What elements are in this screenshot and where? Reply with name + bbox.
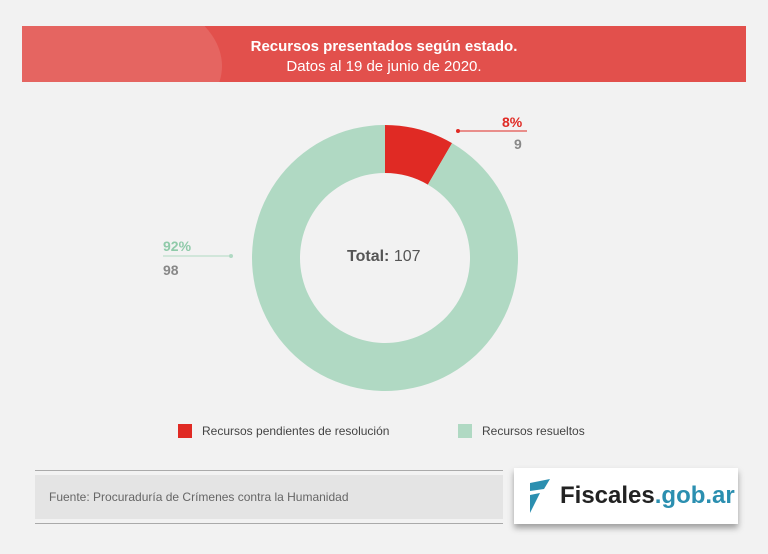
banner-decoration (22, 26, 222, 82)
title-banner: Recursos presentados según estado. Datos… (22, 26, 746, 82)
leader-dot (229, 254, 233, 258)
donut-chart (163, 125, 527, 391)
source-text: Fuente: Procuraduría de Crímenes contra … (35, 475, 503, 519)
logo-suffix: .gob.ar (654, 482, 735, 509)
slice-count-resolved: 98 (163, 262, 179, 278)
legend-swatch (178, 424, 192, 438)
legend-item-pending: Recursos pendientes de resolución (178, 424, 389, 438)
slice-percent-pending: 8% (502, 114, 523, 130)
leader-dot (456, 129, 460, 133)
total-prefix: Total: (347, 248, 390, 265)
slice-percent-resolved: 92% (163, 238, 192, 254)
slice-count-pending: 9 (514, 136, 522, 152)
logo-text: Fiscales (560, 482, 655, 509)
donut-slice-1 (252, 125, 519, 391)
source-box: Fuente: Procuraduría de Crímenes contra … (35, 470, 503, 524)
center-total: Total: 107 (347, 248, 421, 266)
donut-slice-0 (385, 125, 453, 185)
fiscales-logo: Fiscales .gob.ar (514, 468, 738, 524)
legend-swatch (458, 424, 472, 438)
legend-label: Recursos pendientes de resolución (202, 424, 390, 438)
chart-subtitle: Datos al 19 de junio de 2020. (286, 58, 482, 75)
chart-title: Recursos presentados según estado. (250, 38, 518, 55)
legend-item-resolved: Recursos resueltos (458, 424, 585, 438)
legend-label: Recursos resueltos (482, 424, 585, 438)
logo-f-icon (530, 479, 550, 513)
total-value: 107 (393, 248, 421, 265)
